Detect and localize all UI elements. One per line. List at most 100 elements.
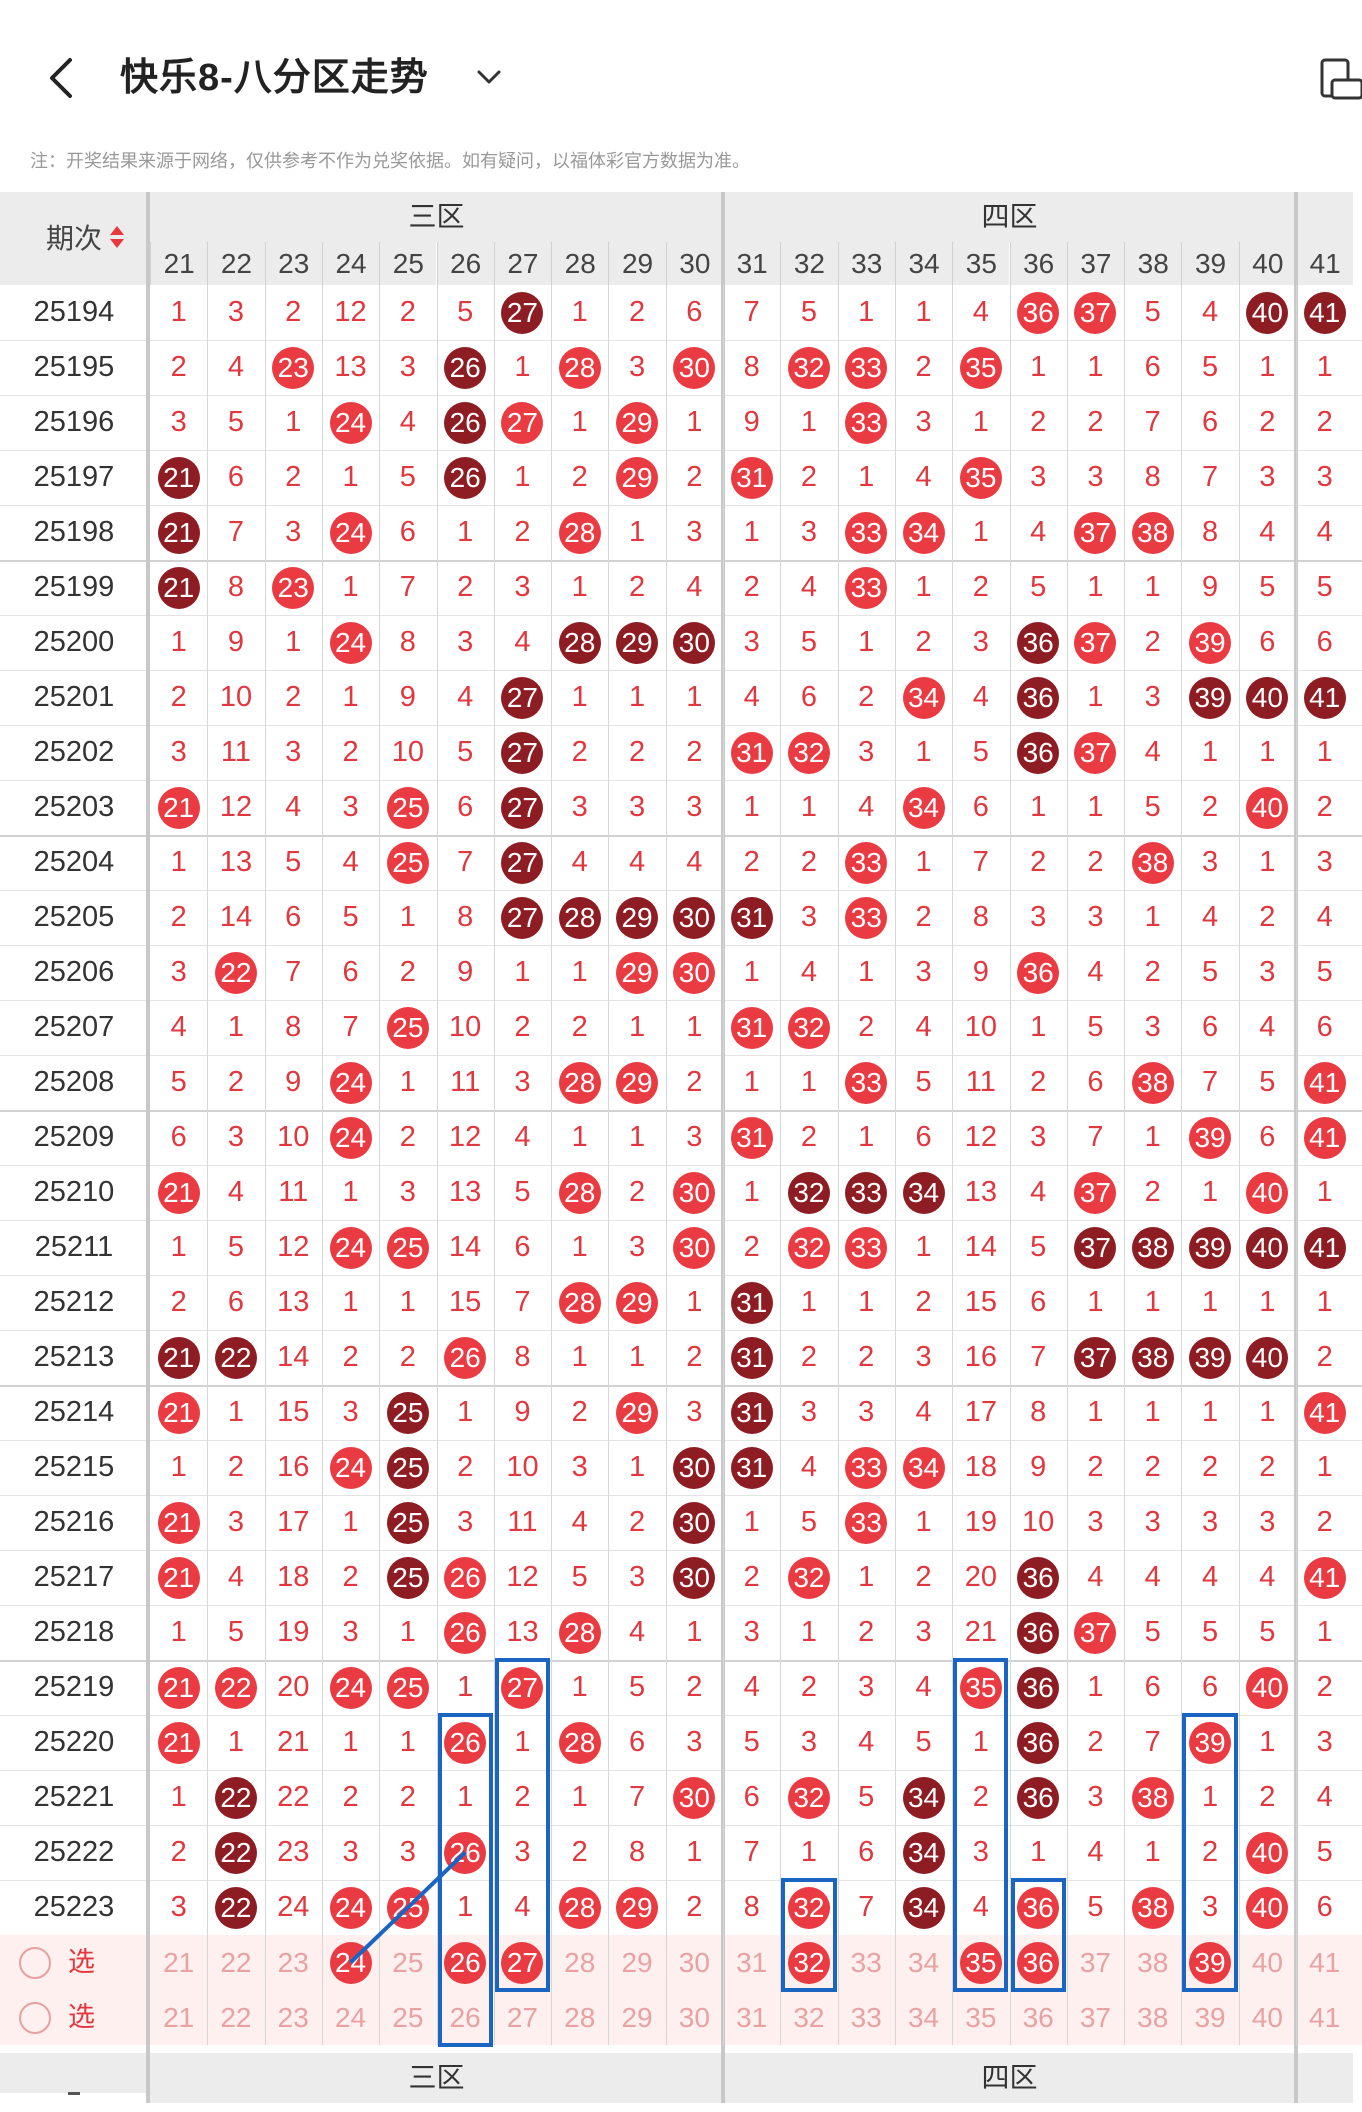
column-header-29[interactable]: 29 xyxy=(608,242,666,285)
column-header-30[interactable]: 30 xyxy=(665,242,723,285)
pick-number-option[interactable]: 39 xyxy=(1194,2002,1226,2033)
issue-number: 25222 xyxy=(33,1836,115,1868)
selected-number-ball[interactable]: 24 xyxy=(329,1941,372,1984)
column-header-35[interactable]: 35 xyxy=(952,242,1010,285)
column-header-22[interactable]: 22 xyxy=(207,242,265,285)
column-header-41[interactable]: 41 xyxy=(1296,242,1354,285)
pick-number-option[interactable]: 25 xyxy=(392,1947,424,1978)
drawn-number-ball: 34 xyxy=(902,1886,945,1929)
pick-number-option[interactable]: 21 xyxy=(163,1947,195,1978)
pick-number-option[interactable]: 34 xyxy=(907,1947,940,1978)
pick-number-option[interactable]: 34 xyxy=(907,2002,940,2033)
miss-count: 6 xyxy=(1316,1891,1333,1923)
drawn-number-ball: 33 xyxy=(845,896,888,939)
miss-count: 1 xyxy=(972,516,989,548)
pick-number-option[interactable]: 28 xyxy=(564,2002,596,2033)
pick-number-option[interactable]: 41 xyxy=(1309,1947,1341,1978)
miss-count: 1 xyxy=(514,956,531,988)
column-header-26[interactable]: 26 xyxy=(436,242,494,285)
pick-number-option[interactable]: 30 xyxy=(678,1947,710,1978)
column-header-34[interactable]: 34 xyxy=(894,242,953,285)
pick-number-option[interactable]: 29 xyxy=(621,2002,653,2033)
column-header-32[interactable]: 32 xyxy=(780,242,838,285)
pick-number-option[interactable]: 35 xyxy=(965,2002,997,2033)
pick-number-option[interactable]: 28 xyxy=(564,1947,596,1978)
pick-number-option[interactable]: 25 xyxy=(392,2002,424,2033)
selected-number-ball[interactable]: 35 xyxy=(959,1941,1002,1984)
drawn-number-ball: 25 xyxy=(386,1556,429,1599)
miss-count: 8 xyxy=(457,901,474,933)
pick-number-option[interactable]: 37 xyxy=(1079,2002,1112,2033)
issue-column-header[interactable]: 期次 xyxy=(0,192,148,285)
pick-row-radio[interactable] xyxy=(19,1946,51,1979)
column-header-24[interactable]: 24 xyxy=(321,242,380,285)
column-header-38[interactable]: 38 xyxy=(1124,242,1182,285)
pick-number-option[interactable]: 32 xyxy=(793,2002,825,2033)
miss-count: 3 xyxy=(1316,461,1333,493)
pick-number-option[interactable]: 33 xyxy=(850,2002,882,2033)
column-header-28[interactable]: 28 xyxy=(551,242,609,285)
pick-number-option[interactable]: 21 xyxy=(163,2002,195,2033)
miss-count: 2 xyxy=(1087,1451,1104,1483)
pick-number-option[interactable]: 40 xyxy=(1251,1947,1283,1978)
miss-count: 4 xyxy=(743,1671,760,1703)
drawn-number-ball: 27 xyxy=(501,401,544,444)
miss-count: 17 xyxy=(964,1396,997,1428)
back-arrow-icon[interactable] xyxy=(40,50,84,106)
drawn-number-ball: 33 xyxy=(845,1226,888,1269)
pick-number-option[interactable]: 40 xyxy=(1251,2002,1283,2033)
pick-number-option[interactable]: 29 xyxy=(621,1947,653,1978)
pick-number-option[interactable]: 31 xyxy=(736,2002,768,2033)
selected-number-ball[interactable]: 32 xyxy=(787,1941,830,1984)
miss-count: 1 xyxy=(1316,1451,1333,1483)
sort-up-icon[interactable] xyxy=(110,226,124,235)
column-header-21[interactable]: 21 xyxy=(150,242,208,285)
pick-row-radio[interactable] xyxy=(19,2001,51,2034)
pick-number-option[interactable]: 41 xyxy=(1309,2002,1341,2033)
column-header-31[interactable]: 31 xyxy=(723,242,781,285)
selected-number-ball[interactable]: 27 xyxy=(501,1941,544,1984)
column-header-33[interactable]: 33 xyxy=(837,242,895,285)
column-header-25[interactable]: 25 xyxy=(379,242,437,285)
selected-number-ball[interactable]: 39 xyxy=(1189,1941,1232,1984)
miss-count: 4 xyxy=(686,846,703,878)
drawn-number-ball: 25 xyxy=(386,1666,429,1709)
pick-number-option[interactable]: 36 xyxy=(1022,2002,1054,2033)
column-header-27[interactable]: 27 xyxy=(493,242,552,285)
miss-count: 3 xyxy=(342,1396,359,1428)
chevron-down-icon[interactable] xyxy=(474,62,504,92)
drawn-number-ball: 34 xyxy=(902,676,945,719)
pick-number-option[interactable]: 33 xyxy=(850,1947,882,1978)
row-divider xyxy=(0,1495,1362,1496)
miss-count: 2 xyxy=(800,1121,818,1153)
pick-number-option[interactable]: 22 xyxy=(220,2002,252,2033)
column-header-40[interactable]: 40 xyxy=(1238,242,1296,285)
miss-count: 11 xyxy=(965,1066,996,1098)
pick-number-option[interactable]: 22 xyxy=(220,1947,252,1978)
miss-count: 1 xyxy=(399,1616,416,1648)
miss-count: 6 xyxy=(800,681,818,713)
miss-count: 2 xyxy=(1030,846,1047,878)
pick-number-option[interactable]: 24 xyxy=(334,2002,367,2033)
pick-number-option[interactable]: 30 xyxy=(678,2002,710,2033)
miss-count: 7 xyxy=(858,1891,875,1923)
pick-number-option[interactable]: 37 xyxy=(1079,1947,1112,1978)
pick-number-option[interactable]: 31 xyxy=(736,1947,768,1978)
miss-count: 1 xyxy=(800,1616,818,1648)
selected-number-ball[interactable]: 36 xyxy=(1017,1941,1060,1984)
issue-number: 25203 xyxy=(33,791,115,823)
pick-number-option[interactable]: 38 xyxy=(1137,2002,1169,2033)
pick-number-option[interactable]: 23 xyxy=(277,2002,309,2033)
row-divider xyxy=(0,1880,1362,1881)
miss-count: 2 xyxy=(743,1231,760,1263)
screen-rotate-icon[interactable] xyxy=(1318,56,1362,102)
column-header-36[interactable]: 36 xyxy=(1009,242,1067,285)
column-header-37[interactable]: 37 xyxy=(1066,242,1125,285)
pick-number-option[interactable]: 23 xyxy=(277,1947,309,1978)
column-header-39[interactable]: 39 xyxy=(1181,242,1239,285)
pick-number-option[interactable]: 26 xyxy=(449,2002,481,2033)
pick-number-option[interactable]: 38 xyxy=(1137,1947,1169,1978)
pick-number-option[interactable]: 27 xyxy=(506,2002,539,2033)
column-header-23[interactable]: 23 xyxy=(264,242,322,285)
sort-down-icon[interactable] xyxy=(110,239,124,248)
